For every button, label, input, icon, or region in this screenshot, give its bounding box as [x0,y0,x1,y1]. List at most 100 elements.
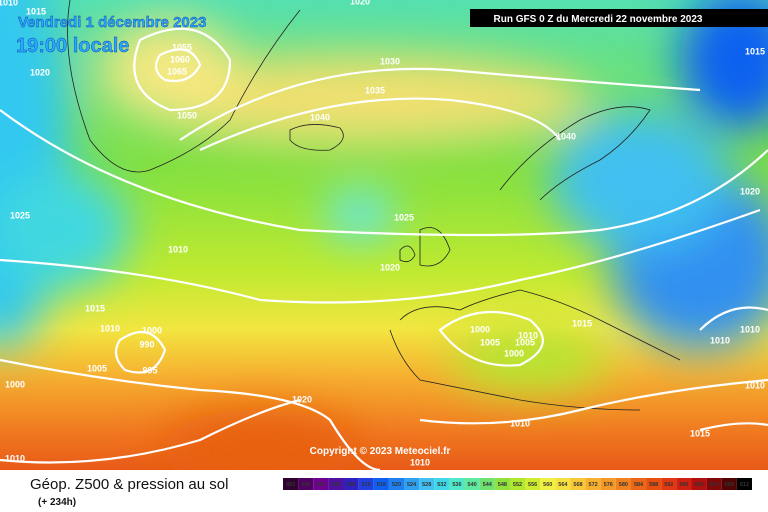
pressure-label: 1060 [170,54,190,64]
pressure-label: 995 [142,365,157,375]
pressure-label: 1050 [177,110,197,120]
pressure-label: 1000 [5,379,25,389]
colorbar-label: 500 [316,482,325,488]
colorbar-label: 536 [452,482,461,488]
pressure-label: 1010 [745,380,765,390]
colorbar-label: 584 [634,482,644,488]
colorbar-label: 592 [664,482,673,488]
footer-title: Géop. Z500 & pression au sol [30,476,228,493]
colorbar-cell [661,478,677,490]
colorbar-label: 568 [573,482,582,488]
pressure-label: 1010 [0,0,18,7]
field [0,0,768,490]
pressure-label: 1005 [480,337,500,347]
colorbar-label: 596 [679,482,688,488]
copyright: Copyright © 2023 Meteociel.fr [310,446,451,457]
colorbar-cell [585,478,601,490]
colorbar: 492 496 500 504 508 512 516 520 524 528 532 536 540 5… [283,478,752,490]
colorbar-label: 532 [437,482,446,488]
pressure-label: 1010 [410,457,430,467]
colorbar-label: 588 [649,482,658,488]
colorbar-cell [721,478,737,490]
colorbar-label: 504 [331,482,341,488]
colorbar-cell [600,478,616,490]
colorbar-label: 544 [483,482,493,488]
pressure-label: 1020 [380,262,400,272]
pressure-label: 1025 [10,210,30,220]
colorbar-cell [434,478,450,490]
colorbar-cell [419,478,435,490]
colorbar-label: 580 [619,482,628,488]
colorbar-cell [464,478,480,490]
run-info: Run GFS 0 Z du Mercredi 22 novembre 2023 [494,14,703,25]
pressure-label: 1055 [172,42,192,52]
colorbar-label: 548 [498,482,507,488]
forecast-date: Vendredi 1 décembre 2023 [18,14,206,31]
pressure-label: 1065 [167,66,187,76]
colorbar-cell [298,478,314,490]
colorbar-label: 508 [346,482,355,488]
pressure-label: 1010 [518,330,538,340]
colorbar-label: 600 [694,482,703,488]
pressure-label: 1015 [26,6,46,16]
pressure-label: 1030 [380,56,400,66]
colorbar-cell [540,478,556,490]
colorbar-cell [570,478,586,490]
footer [0,470,768,512]
colorbar-cell [615,478,631,490]
pressure-label: 1010 [5,453,25,463]
pressure-label: 1000 [470,324,490,334]
colorbar-label: 524 [407,482,417,488]
colorbar-label: 540 [468,482,477,488]
colorbar-label: 496 [301,482,310,488]
pressure-label: 1010 [510,418,530,428]
colorbar-cell [373,478,389,490]
colorbar-label: 556 [528,482,537,488]
isobars [0,27,768,472]
colorbar-cell [736,478,752,490]
colorbar-cell [449,478,465,490]
colorbar-cell [358,478,374,490]
colorbar-label: 516 [377,482,386,488]
pressure-label: 1025 [394,212,414,222]
pressure-label: 1035 [365,85,385,95]
colorbar-label: 576 [604,482,613,488]
colorbar-cell [343,478,359,490]
colorbar-label: 608 [725,482,734,488]
colorbar-label: 520 [392,482,401,488]
pressure-label: 1010 [740,324,760,334]
colorbar-cell [706,478,722,490]
colorbar-label: 572 [589,482,598,488]
pressure-label: 1040 [310,112,330,122]
pressure-label: 1020 [30,67,50,77]
colorbar-label: 528 [422,482,431,488]
colorbar-cell [509,478,526,490]
colorbar-cell [691,478,707,490]
colorbar-cell [388,478,405,490]
pressure-label: 1005 [87,363,107,373]
colorbar-label: 512 [362,482,371,488]
run-box [470,9,768,27]
colorbar-cell [494,478,510,490]
pressure-label: 1015 [745,46,765,56]
pressure-label: 1010 [168,244,188,254]
colorbar-cell [313,478,329,490]
forecast-time: 19:00 locale [16,35,129,57]
colorbar-label: 552 [513,482,522,488]
pressure-label: 1015 [572,318,592,328]
footer-lead: (+ 234h) [38,497,76,508]
pressure-label: 1040 [556,131,576,141]
colorbar-cell [404,478,420,490]
colorbar-cell [283,478,299,490]
colorbar-cell [676,478,692,490]
pressure-label: 1000 [504,348,524,358]
pressure-label: 1020 [740,186,760,196]
colorbar-cell [525,478,541,490]
pressure-label: 1020 [292,394,312,404]
pressure-label: 990 [139,339,154,349]
colorbar-cell [555,478,571,490]
pressure-label: 1015 [690,428,710,438]
pressure-label: 1020 [350,0,370,6]
pressure-label: 1005 [515,337,535,347]
